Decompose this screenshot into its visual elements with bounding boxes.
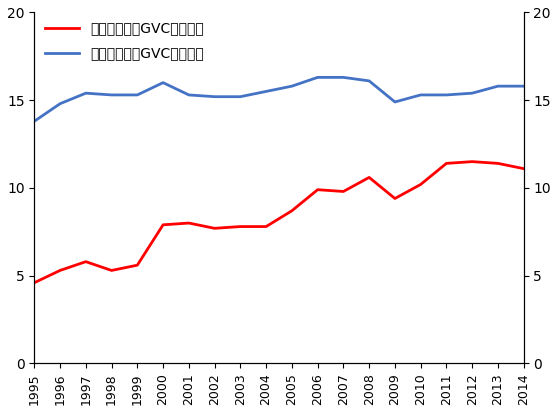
Legend: 低賣金諸国－GVC後方参加, 高賣金諸国－GVC後方参加: 低賣金諸国－GVC後方参加, 高賣金諸国－GVC後方参加: [39, 16, 210, 66]
